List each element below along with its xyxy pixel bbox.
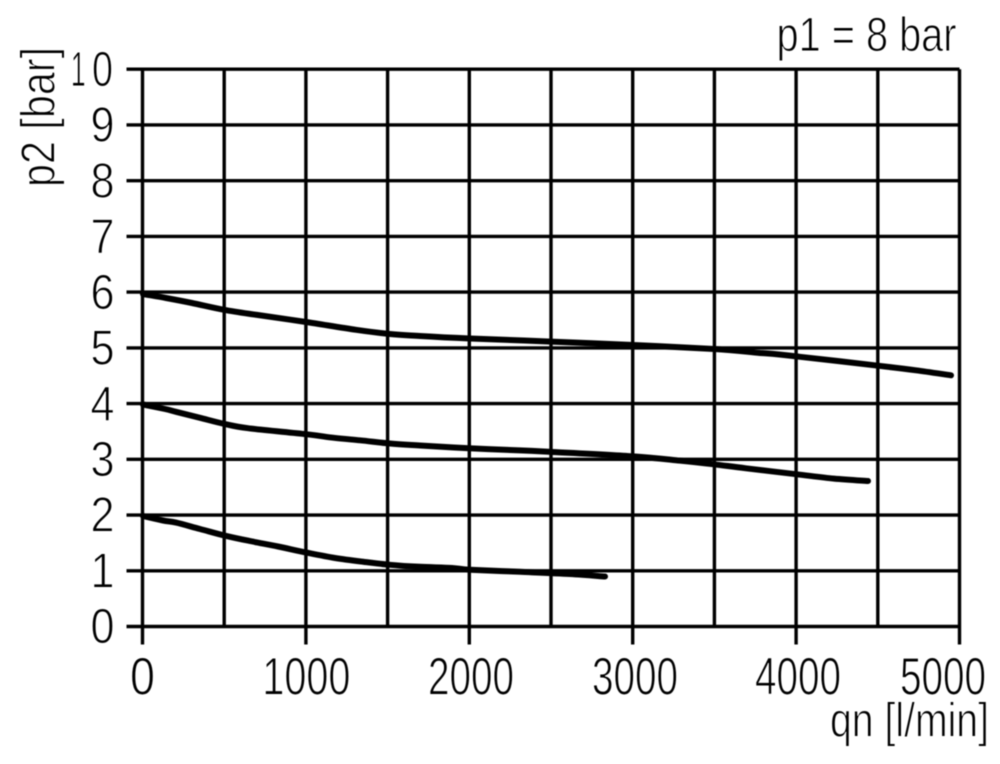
svg-text:p1 = 8 bar: p1 = 8 bar [777,9,957,62]
svg-text:0: 0 [91,599,115,654]
svg-text:0: 0 [130,648,155,707]
svg-text:5: 5 [91,321,115,376]
svg-text:9: 9 [91,98,115,153]
svg-text:5000: 5000 [900,648,986,707]
svg-text:qn [l/min]: qn [l/min] [830,695,989,748]
svg-text:1000: 1000 [262,648,350,707]
svg-text:2: 2 [91,488,115,543]
svg-text:6: 6 [91,265,115,320]
svg-text:2000: 2000 [428,648,514,707]
svg-text:1: 1 [71,42,86,97]
svg-text:8: 8 [91,153,115,208]
svg-text:3: 3 [91,432,115,487]
svg-text:1: 1 [91,544,115,599]
svg-text:p2 [bar]: p2 [bar] [13,47,66,187]
svg-text:0: 0 [92,42,113,97]
svg-text:4: 4 [91,376,115,431]
svg-text:4000: 4000 [755,648,841,707]
svg-text:7: 7 [91,209,115,264]
svg-text:3000: 3000 [592,648,678,707]
